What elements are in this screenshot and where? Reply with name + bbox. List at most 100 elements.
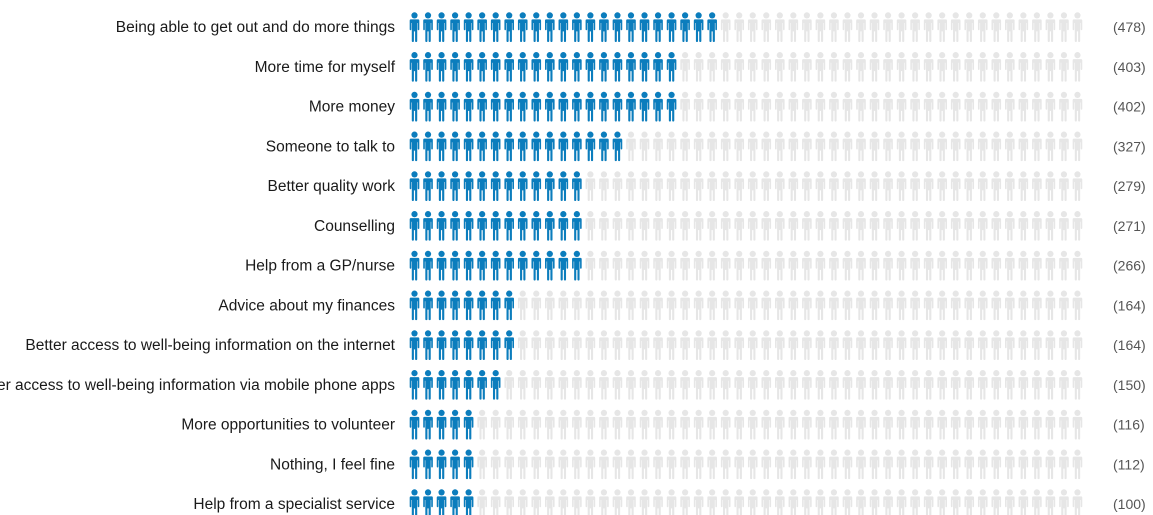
value-icon — [477, 91, 487, 122]
person-icon — [883, 131, 893, 162]
person-icon — [896, 330, 907, 360]
value-icon — [477, 211, 487, 241]
value-icon — [477, 250, 487, 281]
person-icon — [923, 171, 934, 201]
person-icon — [734, 52, 745, 82]
person-icon — [829, 211, 839, 241]
person-icon — [964, 290, 975, 321]
person-icon — [869, 409, 880, 440]
value-icon — [409, 91, 420, 122]
value-icon — [450, 211, 460, 241]
person-icon — [910, 91, 920, 122]
person-icon — [1018, 131, 1029, 162]
person-icon — [653, 370, 663, 400]
value-icon — [490, 131, 501, 162]
person-icon — [572, 290, 582, 321]
value-icon — [626, 52, 636, 82]
person-icon — [937, 449, 947, 480]
value-icon — [409, 12, 420, 42]
person-icon — [1018, 52, 1029, 82]
value-icon — [504, 52, 515, 82]
person-icon — [937, 409, 947, 440]
person-icon — [680, 91, 690, 122]
person-icon — [490, 409, 501, 440]
person-icon — [923, 211, 934, 241]
person-icon — [761, 290, 772, 321]
value-icon — [490, 370, 501, 400]
person-icon — [991, 409, 1002, 440]
person-icon — [842, 330, 853, 360]
person-icon — [599, 330, 609, 360]
person-icon — [1005, 91, 1015, 122]
person-icon — [1059, 131, 1069, 162]
person-icon — [1005, 131, 1015, 162]
value-icon — [639, 91, 650, 122]
value-icon — [572, 171, 582, 201]
person-icon — [1059, 330, 1069, 360]
value-icon — [545, 131, 555, 162]
person-icon — [707, 52, 717, 82]
person-icon — [775, 330, 785, 360]
person-icon — [1072, 12, 1083, 42]
person-icon — [842, 489, 853, 515]
value-icon — [477, 171, 487, 201]
value-icon — [558, 12, 569, 42]
person-icon — [1059, 171, 1069, 201]
value-icon — [558, 131, 569, 162]
person-icon — [626, 131, 636, 162]
person-icon — [680, 52, 690, 82]
person-icon — [572, 330, 582, 360]
person-icon — [950, 489, 961, 515]
person-icon — [612, 330, 623, 360]
person-icon — [747, 91, 758, 122]
value-label: (164) — [1113, 337, 1146, 353]
person-icon — [1059, 449, 1069, 480]
value-icon — [666, 91, 677, 122]
value-icon — [477, 330, 487, 360]
person-icon — [1059, 211, 1069, 241]
person-icon — [1045, 250, 1056, 281]
value-label: (271) — [1113, 218, 1146, 234]
person-icon — [950, 52, 961, 82]
person-icon — [977, 131, 988, 162]
person-icon — [1045, 91, 1056, 122]
person-icon — [829, 449, 839, 480]
chart-row: More opportunities to volunteer (116) — [181, 409, 1145, 440]
person-icon — [639, 409, 650, 440]
person-icon — [734, 370, 745, 400]
person-icon — [626, 330, 636, 360]
person-icon — [720, 409, 731, 440]
value-icon — [599, 131, 609, 162]
person-icon — [1072, 211, 1083, 241]
person-icon — [775, 91, 785, 122]
person-icon — [504, 449, 515, 480]
person-icon — [829, 370, 839, 400]
value-icon — [409, 211, 420, 241]
person-icon — [856, 52, 866, 82]
value-icon — [707, 12, 717, 42]
person-icon — [1018, 12, 1029, 42]
person-icon — [977, 91, 988, 122]
person-icon — [937, 131, 947, 162]
person-icon — [964, 171, 975, 201]
person-icon — [761, 171, 772, 201]
person-icon — [558, 290, 569, 321]
person-icon — [896, 52, 907, 82]
person-icon — [747, 211, 758, 241]
value-icon — [450, 52, 460, 82]
person-icon — [747, 52, 758, 82]
person-icon — [896, 91, 907, 122]
value-icon — [423, 131, 433, 162]
person-icon — [720, 171, 731, 201]
value-icon — [612, 12, 623, 42]
value-icon — [423, 290, 433, 321]
person-icon — [802, 449, 812, 480]
person-icon — [829, 12, 839, 42]
value-icon — [572, 12, 582, 42]
category-label: Being able to get out and do more things — [116, 19, 395, 36]
person-icon — [545, 449, 555, 480]
person-icon — [869, 330, 880, 360]
category-label: More time for myself — [255, 59, 396, 76]
person-icon — [883, 489, 893, 515]
person-icon — [639, 290, 650, 321]
